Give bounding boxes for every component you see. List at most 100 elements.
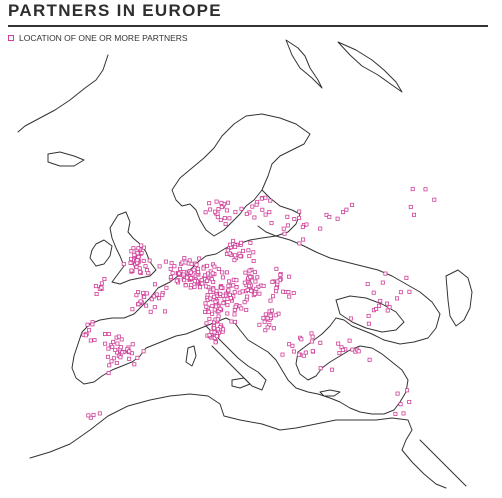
partner-marker [141, 290, 146, 295]
partner-marker [128, 260, 133, 265]
partner-marker [106, 346, 111, 351]
partner-marker [189, 261, 194, 266]
partner-marker [367, 357, 372, 362]
partner-marker [296, 352, 301, 357]
partner-marker [225, 296, 230, 301]
partner-marker [251, 258, 256, 263]
partner-marker [248, 274, 253, 279]
partner-marker [285, 223, 290, 228]
partner-marker [169, 261, 174, 266]
partner-marker [228, 296, 233, 301]
partner-marker [280, 352, 285, 357]
partner-marker [121, 261, 126, 266]
partner-marker [297, 215, 302, 220]
partner-marker [248, 240, 253, 245]
partner-marker [223, 221, 228, 226]
partner-marker [226, 283, 231, 288]
partner-marker [344, 207, 349, 212]
partner-marker [141, 258, 146, 263]
partner-marker [210, 271, 215, 276]
partner-marker [157, 296, 162, 301]
partner-marker [423, 187, 428, 192]
partner-marker [219, 285, 224, 290]
partner-marker [411, 212, 416, 217]
partner-marker [204, 304, 209, 309]
partner-marker [94, 291, 99, 296]
partner-marker [130, 307, 135, 312]
partner-marker [129, 268, 134, 273]
partner-marker [244, 307, 249, 312]
coastline-caspian [445, 269, 473, 327]
partner-marker [106, 371, 111, 376]
coastline-scandinavia [171, 113, 311, 237]
partner-marker [93, 284, 98, 289]
partner-marker [141, 349, 146, 354]
partner-marker [106, 331, 111, 336]
partner-marker [210, 303, 215, 308]
partner-marker [99, 285, 104, 290]
partner-marker [387, 305, 392, 310]
partner-marker [377, 303, 382, 308]
partner-marker [259, 196, 264, 201]
partner-marker [407, 289, 412, 294]
partner-marker [304, 222, 309, 227]
partner-marker [301, 237, 306, 242]
partner-marker [102, 276, 107, 281]
partner-marker [199, 277, 204, 282]
partner-marker [303, 350, 308, 355]
partner-marker [393, 411, 398, 416]
partner-marker [164, 285, 169, 290]
coastlines [17, 39, 473, 489]
partner-marker [234, 278, 239, 283]
partner-marker [138, 270, 143, 275]
partner-marker [111, 356, 116, 361]
coastline-arctic [337, 41, 403, 93]
partner-marker [297, 209, 302, 214]
partner-marker [86, 413, 91, 418]
partner-marker [144, 303, 149, 308]
partner-marker [227, 279, 232, 284]
partner-marker [172, 264, 177, 269]
partner-marker [291, 349, 296, 354]
partner-marker [271, 326, 276, 331]
partner-marker [215, 215, 220, 220]
coastline-islands [47, 151, 85, 167]
title-divider [8, 25, 488, 27]
partner-marker [194, 262, 199, 267]
partner-marker [149, 297, 154, 302]
partner-marker [201, 266, 206, 271]
partner-marker [407, 399, 412, 404]
partner-marker [134, 264, 139, 269]
partner-marker [310, 334, 315, 339]
partner-marker [260, 207, 265, 212]
partner-marker [265, 325, 270, 330]
partner-marker [240, 289, 245, 294]
partner-marker [245, 294, 250, 299]
partner-marker [206, 309, 211, 314]
partner-marker [234, 285, 239, 290]
partner-marker [257, 322, 262, 327]
partner-marker [220, 270, 225, 275]
partner-marker [85, 322, 90, 327]
partner-marker [207, 201, 212, 206]
partner-marker [347, 338, 352, 343]
partner-marker [224, 208, 229, 213]
partner-marker [274, 266, 279, 271]
partner-marker [137, 266, 142, 271]
partner-marker [109, 359, 114, 364]
partner-marker [132, 362, 137, 367]
partner-marker [216, 266, 221, 271]
partner-marker [255, 275, 260, 280]
partner-marker [168, 266, 173, 271]
partner-marker [297, 241, 302, 246]
partner-marker [291, 290, 296, 295]
partner-marker [385, 308, 390, 313]
partner-marker [197, 256, 202, 261]
coastline-britain [109, 211, 157, 285]
partner-marker [337, 351, 342, 356]
partner-marker [244, 211, 249, 216]
legend-label: LOCATION OF ONE OR MORE PARTNERS [19, 33, 188, 43]
partner-marker [267, 210, 272, 215]
partner-marker [218, 291, 223, 296]
